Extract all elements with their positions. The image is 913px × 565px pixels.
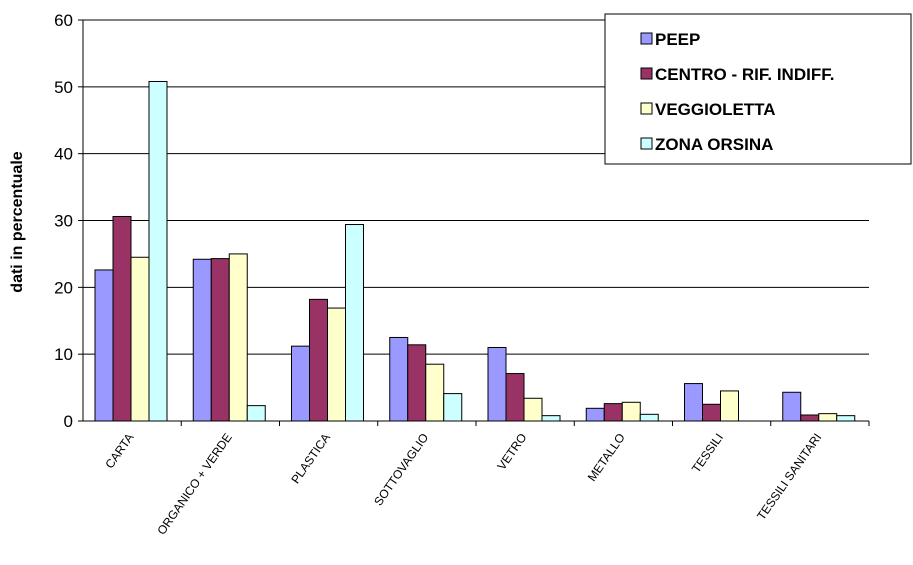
legend-swatch <box>640 102 653 115</box>
bar <box>684 383 703 422</box>
y-tick-label: 60 <box>54 11 73 30</box>
x-tick-label: CARTA <box>102 431 136 471</box>
bar <box>291 345 310 422</box>
bar <box>720 390 739 422</box>
bar <box>836 415 856 422</box>
legend-label: VEGGIOLETTA <box>655 100 776 119</box>
bar <box>228 253 248 422</box>
y-tick-label: 40 <box>54 145 73 164</box>
y-tick-label: 50 <box>54 78 73 97</box>
bar <box>487 346 507 422</box>
bar <box>800 414 820 422</box>
bars <box>94 80 856 422</box>
bar <box>603 403 623 422</box>
bar <box>523 397 543 422</box>
y-tick-label: 10 <box>54 345 73 364</box>
bar <box>327 307 346 422</box>
x-tick-labels: CARTA ORGANICO + VERDE PLASTICA SOTTOVAGLIO… <box>102 431 824 538</box>
bar <box>782 391 802 422</box>
bar <box>585 407 605 422</box>
legend: PEEP CENTRO - RIF. INDIFF. VEGGIOLETTA ZONA… <box>604 13 912 165</box>
x-tick-label: PLASTICA <box>288 431 333 487</box>
legend-box <box>604 13 912 165</box>
axes <box>78 19 870 426</box>
y-tick-label: 30 <box>54 212 73 231</box>
bar <box>818 413 838 422</box>
x-tick-label: METALLO <box>585 431 628 484</box>
bar <box>443 393 463 422</box>
bar <box>639 413 659 422</box>
x-tick-label: TESSILI <box>689 431 726 476</box>
x-tick-label: SOTTOVAGLIO <box>371 431 431 509</box>
x-tick-label: ORGANICO + VERDE <box>154 431 235 538</box>
bar <box>309 298 328 422</box>
legend-swatch <box>640 67 653 80</box>
bar <box>246 405 266 422</box>
x-tick-label: VETRO <box>494 431 529 473</box>
bar <box>130 256 150 422</box>
bar <box>148 80 168 422</box>
legend-swatch <box>640 32 653 45</box>
bar <box>702 403 721 422</box>
bar <box>425 363 445 422</box>
legend-label: CENTRO - RIF. INDIFF. <box>655 65 834 84</box>
bar <box>94 269 114 422</box>
bar <box>505 373 525 422</box>
legend-label: PEEP <box>655 30 700 49</box>
bar <box>541 415 561 422</box>
bar <box>389 336 409 422</box>
y-tick-labels: 0 10 20 30 40 50 60 <box>54 11 73 431</box>
bar <box>210 258 230 422</box>
bar <box>192 258 212 422</box>
legend-label: ZONA ORSINA <box>655 135 773 154</box>
x-tick-label: TESSILI SANITARI <box>754 431 824 523</box>
bar <box>621 401 641 422</box>
bar <box>112 215 132 422</box>
bar <box>407 344 427 422</box>
legend-swatch <box>640 137 653 150</box>
y-axis-title: dati in percentuale <box>9 151 26 292</box>
y-tick-label: 0 <box>64 412 73 431</box>
bar <box>345 224 364 422</box>
y-tick-label: 20 <box>54 278 73 297</box>
